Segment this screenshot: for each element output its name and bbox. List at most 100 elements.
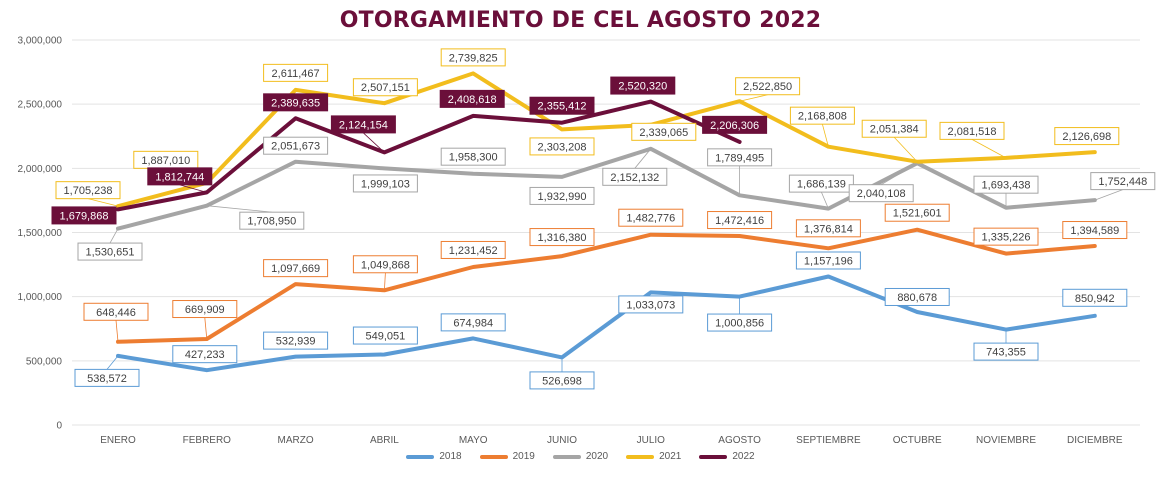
legend-swatch bbox=[479, 454, 508, 459]
data-label-text: 1,708,950 bbox=[247, 216, 296, 228]
data-label-text: 2,081,518 bbox=[948, 126, 997, 138]
data-label-text: 1,686,139 bbox=[797, 179, 846, 191]
data-label-text: 2,611,467 bbox=[272, 68, 320, 80]
data-label-2021: 2,522,850 bbox=[735, 77, 801, 102]
data-label-text: 1,812,744 bbox=[155, 171, 204, 183]
data-label-text: 1,679,868 bbox=[60, 210, 109, 222]
data-label-text: 2,522,850 bbox=[743, 81, 792, 93]
data-label-2020: 2,152,132 bbox=[602, 148, 668, 186]
data-label-text: 1,157,196 bbox=[804, 255, 853, 267]
series-line-2022 bbox=[116, 99, 742, 212]
data-label-text: 2,739,825 bbox=[449, 52, 498, 64]
data-label-text: 2,168,808 bbox=[798, 111, 847, 123]
data-label-text: 549,051 bbox=[366, 331, 406, 343]
data-label-2018: 1,000,856 bbox=[707, 296, 773, 332]
data-label-2020: 1,958,300 bbox=[440, 147, 506, 166]
series-line-2019 bbox=[116, 227, 1097, 344]
data-label-text: 2,206,306 bbox=[710, 120, 759, 132]
y-tick-label: 0 bbox=[56, 421, 62, 432]
data-label-text: 1,376,814 bbox=[804, 223, 853, 235]
x-tick-label: DICIEMBRE bbox=[1067, 435, 1123, 446]
data-label-text: 538,572 bbox=[87, 373, 127, 385]
data-label-text: 648,446 bbox=[96, 307, 136, 319]
data-label-text: 1,789,495 bbox=[715, 152, 764, 164]
data-label-text: 2,124,154 bbox=[339, 119, 388, 131]
y-tick-label: 2,500,000 bbox=[18, 100, 63, 111]
data-label-text: 1,752,448 bbox=[1098, 176, 1147, 188]
data-label-text: 2,520,320 bbox=[618, 81, 667, 93]
data-label-text: 1,472,416 bbox=[715, 215, 764, 227]
data-label-text: 2,051,384 bbox=[870, 124, 919, 136]
data-label-2020: 1,752,448 bbox=[1090, 172, 1156, 201]
legend-item-2022: 2022 bbox=[699, 451, 755, 462]
data-label-text: 2,303,208 bbox=[538, 141, 587, 153]
data-label-text: 2,051,673 bbox=[271, 141, 320, 153]
data-label-2019: 1,394,589 bbox=[1062, 221, 1128, 240]
legend-item-2019: 2019 bbox=[479, 451, 535, 462]
data-label-2019: 648,446 bbox=[83, 302, 149, 342]
data-label-text: 1,705,238 bbox=[64, 185, 113, 197]
data-label-2022: 2,124,154 bbox=[330, 115, 396, 153]
x-tick-label: AGOSTO bbox=[718, 435, 761, 446]
data-label-text: 1,049,868 bbox=[361, 259, 410, 271]
data-label-text: 743,355 bbox=[986, 347, 1026, 359]
data-label-2020: 2,051,673 bbox=[263, 136, 329, 155]
data-label-2021: 2,051,384 bbox=[861, 119, 927, 163]
data-label-2022: 1,679,868 bbox=[51, 206, 119, 225]
legend: 2018 2019 2020 2021 2022 bbox=[0, 451, 1161, 462]
data-label-text: 1,482,776 bbox=[626, 213, 675, 225]
data-label-2018: 427,233 bbox=[172, 345, 238, 364]
series-line-2018 bbox=[116, 274, 1097, 373]
legend-item-2021: 2021 bbox=[626, 451, 681, 462]
data-label-2021: 2,339,065 bbox=[631, 122, 697, 141]
data-label-text: 1,958,300 bbox=[449, 152, 498, 164]
data-label-2019: 669,909 bbox=[172, 300, 238, 340]
data-label-2022: 2,389,635 bbox=[263, 93, 329, 112]
data-label-text: 2,339,065 bbox=[639, 127, 688, 139]
data-label-text: 1,693,438 bbox=[982, 180, 1031, 192]
y-tick-label: 3,000,000 bbox=[18, 36, 63, 47]
data-label-2020: 2,040,108 bbox=[848, 162, 918, 203]
data-label-2018: 850,942 bbox=[1062, 288, 1128, 307]
y-tick-label: 500,000 bbox=[26, 356, 63, 367]
data-label-2021: 2,739,825 bbox=[440, 48, 506, 67]
y-tick-label: 1,000,000 bbox=[18, 292, 63, 303]
data-label-2018: 1,157,196 bbox=[795, 251, 861, 270]
data-label-text: 532,939 bbox=[276, 336, 316, 348]
legend-swatch bbox=[626, 454, 655, 459]
data-label-2020: 1,999,103 bbox=[352, 174, 418, 193]
data-label-text: 669,909 bbox=[185, 304, 225, 316]
data-label-text: 880,678 bbox=[897, 292, 937, 304]
legend-label: 2021 bbox=[659, 451, 682, 462]
x-tick-label: SEPTIEMBRE bbox=[796, 435, 861, 446]
data-label-2019: 1,316,380 bbox=[529, 228, 595, 247]
data-label-2021: 2,168,808 bbox=[789, 106, 855, 147]
data-label-2019: 1,231,452 bbox=[440, 240, 506, 259]
data-label-2018: 538,572 bbox=[74, 355, 140, 387]
data-label-text: 2,389,635 bbox=[271, 97, 320, 109]
data-label-2019: 1,482,776 bbox=[618, 208, 684, 227]
data-label-text: 1,097,669 bbox=[271, 263, 320, 275]
data-label-text: 1,316,380 bbox=[538, 232, 587, 244]
legend-label: 2018 bbox=[439, 451, 462, 462]
data-label-2018: 532,939 bbox=[263, 331, 329, 350]
chart-title: OTORGAMIENTO DE CEL AGOSTO 2022 bbox=[339, 8, 822, 33]
data-label-2022: 2,206,306 bbox=[702, 115, 768, 134]
data-label-2019: 1,521,601 bbox=[884, 203, 950, 222]
legend-label: 2020 bbox=[585, 451, 609, 462]
x-tick-label: MAYO bbox=[459, 435, 488, 446]
data-label-text: 2,040,108 bbox=[857, 188, 906, 200]
data-label-text: 1,033,073 bbox=[626, 299, 675, 311]
data-label-text: 2,355,412 bbox=[538, 101, 587, 113]
x-tick-label: OCTUBRE bbox=[893, 435, 942, 446]
data-label-2018: 1,033,073 bbox=[618, 295, 684, 314]
data-label-text: 1,521,601 bbox=[893, 208, 942, 220]
data-label-text: 674,984 bbox=[453, 317, 493, 329]
data-label-2019: 1,049,868 bbox=[352, 255, 418, 291]
data-label-2019: 1,097,669 bbox=[263, 259, 329, 278]
x-tick-label: JULIO bbox=[637, 435, 666, 446]
data-label-2018: 743,355 bbox=[973, 329, 1039, 361]
data-label-2019: 1,376,814 bbox=[795, 219, 861, 238]
